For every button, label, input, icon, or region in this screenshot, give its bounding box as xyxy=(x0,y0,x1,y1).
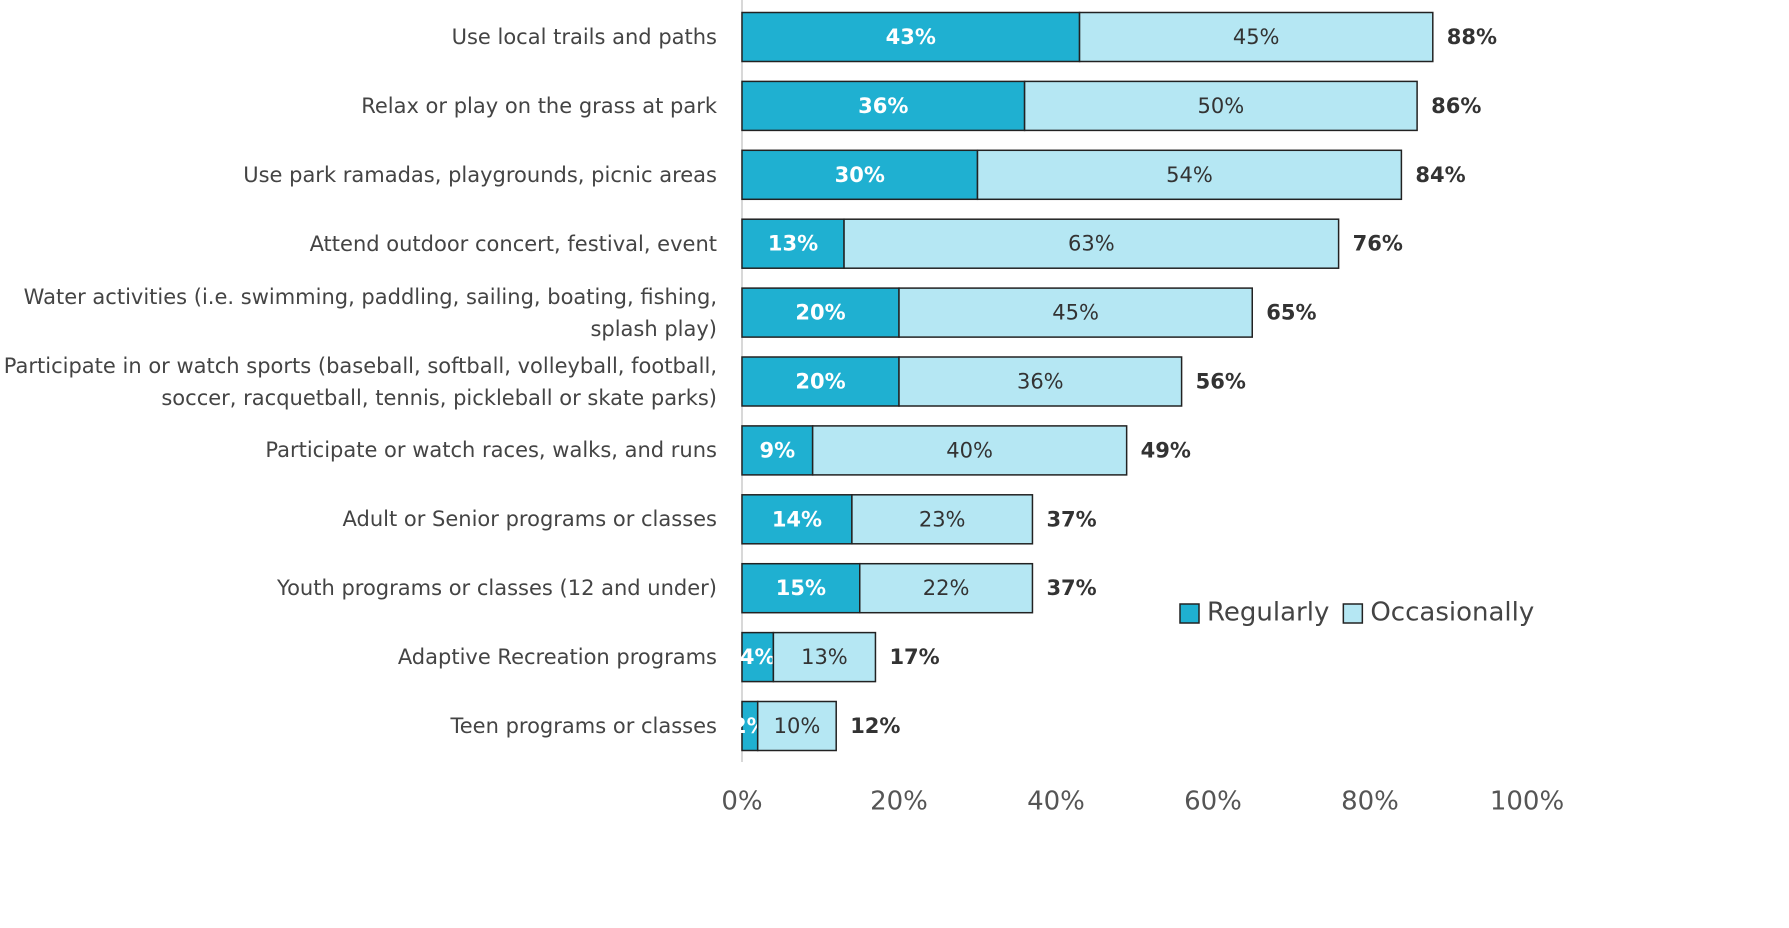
x-tick-label: 60% xyxy=(1184,787,1242,817)
bar-segment xyxy=(741,425,814,476)
category-label: Water activities (i.e. swimming, paddlin… xyxy=(23,284,717,341)
legend-swatch xyxy=(1342,603,1364,624)
value-label: 54% xyxy=(1166,163,1213,187)
bar-segment xyxy=(898,287,1253,338)
bar-segment xyxy=(756,700,837,752)
category-label: Relax or play on the grass at park xyxy=(361,93,717,118)
value-label: 13% xyxy=(768,232,818,256)
value-label: 4% xyxy=(740,645,776,669)
value-label: 36% xyxy=(1017,370,1064,394)
bar-segment xyxy=(859,562,1034,614)
bar-segment xyxy=(976,149,1403,201)
total-label: 37% xyxy=(1046,576,1096,600)
legend-label: Regularly xyxy=(1207,598,1329,628)
total-label: 88% xyxy=(1447,25,1497,49)
value-label: 45% xyxy=(1233,25,1280,49)
total-label: 65% xyxy=(1266,301,1316,325)
total-label: 37% xyxy=(1046,507,1096,531)
category-label: Attend outdoor concert, festival, event xyxy=(309,231,717,256)
value-label: 20% xyxy=(795,370,845,394)
category-label: Youth programs or classes (12 and under) xyxy=(277,576,717,601)
bar-segment xyxy=(898,356,1183,407)
value-label: 20% xyxy=(795,301,845,325)
value-label: 36% xyxy=(858,94,908,118)
value-label: 14% xyxy=(772,507,822,531)
x-tick-label: 100% xyxy=(1490,787,1564,817)
bar-segment xyxy=(811,425,1128,476)
total-label: 12% xyxy=(850,714,900,738)
category-label: Adult or Senior programs or classes xyxy=(342,507,718,532)
total-label: 86% xyxy=(1431,94,1481,118)
x-tick-label: 0% xyxy=(721,787,762,817)
category-label: Adaptive Recreation programs xyxy=(397,645,717,670)
total-label: 76% xyxy=(1353,232,1403,256)
bar-segment xyxy=(851,494,1034,545)
value-label: 10% xyxy=(774,714,821,738)
x-tick-label: 20% xyxy=(870,787,928,817)
value-label: 40% xyxy=(946,438,993,462)
total-label: 56% xyxy=(1196,370,1246,394)
legend-swatch xyxy=(1179,603,1200,624)
value-label: 50% xyxy=(1198,94,1245,118)
bar-segment xyxy=(741,218,845,269)
bar-segment xyxy=(741,631,775,683)
value-label: 30% xyxy=(835,163,885,187)
value-label: 45% xyxy=(1052,301,1099,325)
bar-segment xyxy=(741,11,1081,63)
x-tick-label: 80% xyxy=(1341,787,1399,817)
total-label: 17% xyxy=(889,645,939,669)
category-label: Participate or watch races, walks, and r… xyxy=(265,438,717,463)
total-label: 84% xyxy=(1415,163,1465,187)
value-label: 13% xyxy=(801,645,848,669)
category-label: Use park ramadas, playgrounds, picnic ar… xyxy=(243,162,717,187)
value-label: 9% xyxy=(759,438,795,462)
value-label: 63% xyxy=(1068,232,1115,256)
value-label: 43% xyxy=(886,25,936,49)
legend-label: Occasionally xyxy=(1370,598,1534,628)
total-label: 49% xyxy=(1141,438,1191,462)
bar-segment xyxy=(1078,11,1434,63)
x-tick-label: 40% xyxy=(1027,787,1085,817)
bar-segment xyxy=(843,218,1340,269)
bar-segment xyxy=(772,631,877,683)
bar-segment xyxy=(741,80,1026,132)
bar-segment xyxy=(1023,80,1418,132)
bar-segment xyxy=(741,149,979,201)
value-label: 23% xyxy=(919,507,966,531)
bar-segment xyxy=(741,287,900,338)
bar-segment xyxy=(741,562,861,614)
value-label: 15% xyxy=(776,576,826,600)
category-label: Participate in or watch sports (baseball… xyxy=(3,353,717,410)
category-label: Use local trails and paths xyxy=(451,25,717,49)
value-label: 22% xyxy=(923,576,970,600)
category-label: Teen programs or classes xyxy=(450,714,718,738)
